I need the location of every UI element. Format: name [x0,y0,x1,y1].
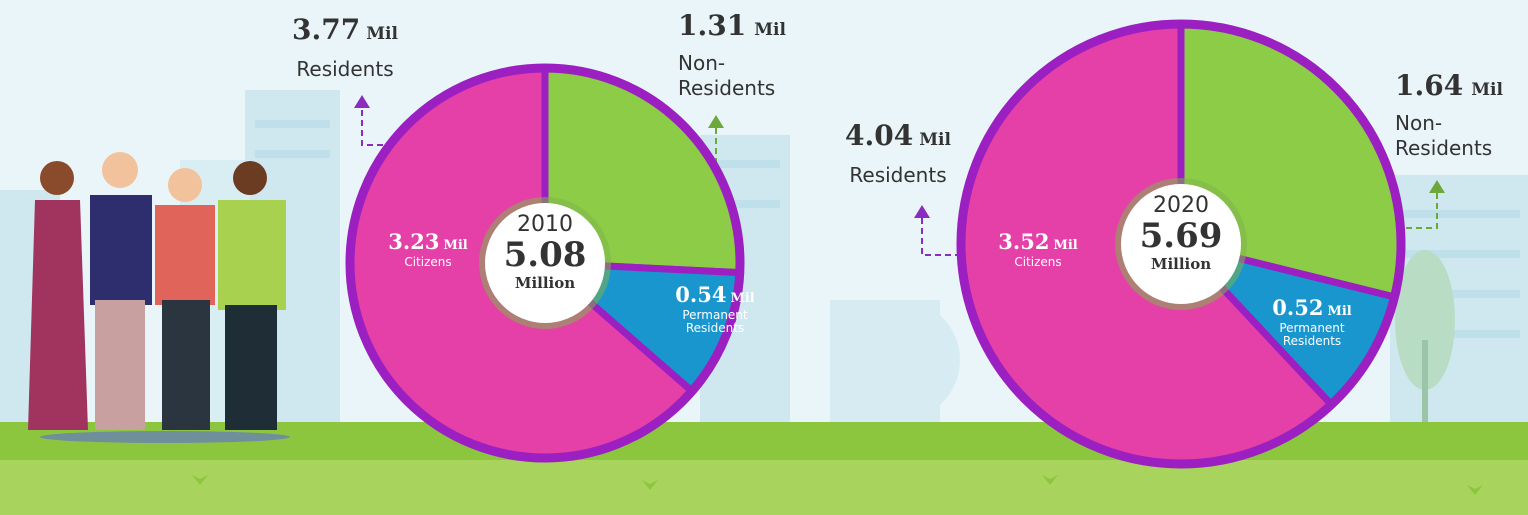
total: 5.69 [1139,216,1223,257]
slice-category: Permanent Residents [682,308,748,336]
slice-category: Non-Residents [678,51,776,100]
slice-value: 3.52 [998,229,1050,254]
residents-name: Residents [296,57,394,81]
slice-label: 3.52 Mil Citizens [988,230,1088,269]
slice-unit: Mil [754,20,786,40]
total-unit: Million [1150,254,1212,273]
ground-band [0,460,1528,515]
people [28,152,290,443]
pie-border [345,63,745,463]
slice-unit: Mil [443,238,468,253]
slice-category: Citizens [1014,255,1062,270]
slice-unit: Mil [1471,80,1503,100]
slice-unit: Mil [730,291,755,306]
residents-value: 3.77 [292,13,361,46]
center-disc [485,203,605,323]
slice-label: 0.52 Mil Permanent Residents [1262,296,1362,349]
slice-label: 1.64 Mil Non-Residents [1395,68,1515,161]
total: 5.08 [503,235,587,276]
residents-label: 4.04 Mil Residents [833,118,963,188]
slice-category: Non-Residents [1395,111,1493,160]
leader-arrows [354,95,1445,218]
total-unit: Million [514,273,576,292]
residents-label: 3.77 Mil Residents [280,12,410,82]
slice-value: 1.64 [1395,69,1464,102]
year: 2020 [1153,193,1209,218]
residents-name: Residents [849,163,947,187]
year: 2010 [517,212,573,237]
center-disc [1121,184,1241,304]
tree [1395,250,1455,425]
slice-category: Citizens [404,255,452,270]
residents-unit: Mil [919,130,951,150]
slice-unit: Mil [1327,304,1352,319]
building-windows [255,120,1520,338]
residents-value: 4.04 [845,119,914,152]
slice-label: 1.31 Mil Non-Residents [678,8,798,101]
slice-value: 0.54 [675,282,727,307]
residents-unit: Mil [366,24,398,44]
slice-label: 3.23 Mil Citizens [378,230,478,269]
slice-value: 3.23 [388,229,440,254]
center-label: 2020 5.69 Million [1111,193,1251,273]
sprouts [192,475,1483,495]
pie-border [956,19,1406,469]
slice-value: 1.31 [678,9,747,42]
slice-label: 0.54 Mil Permanent Residents [665,283,765,336]
slice-unit: Mil [1053,238,1078,253]
slice-category: Permanent Residents [1279,321,1345,349]
center-label: 2010 5.08 Million [475,212,615,292]
slice-value: 0.52 [1272,295,1324,320]
